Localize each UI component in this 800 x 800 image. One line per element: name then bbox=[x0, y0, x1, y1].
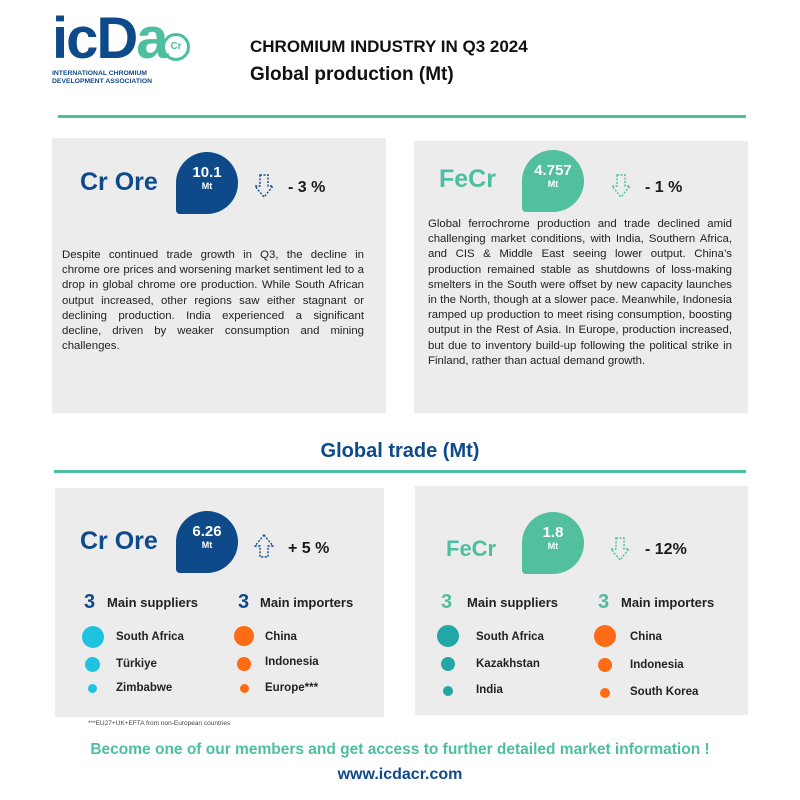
production-cr-ore-value: 10.1 bbox=[192, 164, 222, 181]
logo-wordmark: icDa bbox=[52, 6, 169, 71]
trade-fecr-importers-count: 3 bbox=[598, 591, 610, 613]
divider bbox=[58, 115, 746, 118]
importer-dot bbox=[234, 626, 254, 646]
arrow-down-icon bbox=[610, 537, 630, 561]
trade-fecr-importer-1: China bbox=[630, 631, 662, 643]
trade-fecr-value: 1.8 bbox=[542, 524, 564, 541]
trade-cr-ore-supplier-3: Zimbabwe bbox=[116, 682, 173, 694]
trade-fecr-importers-label: Main importers bbox=[621, 595, 715, 610]
production-cr-ore-value-bubble: 10.1 Mt bbox=[176, 152, 238, 214]
footnote: ***EU27+UK+EFTA from non-European countr… bbox=[88, 720, 231, 727]
trade-fecr-unit: Mt bbox=[547, 541, 559, 551]
importer-dot bbox=[594, 625, 616, 647]
trade-cr-ore-importer-3: Europe*** bbox=[265, 682, 319, 694]
trade-cr-ore-importers-count: 3 bbox=[238, 591, 250, 613]
page-title: CHROMIUM INDUSTRY IN Q3 2024 bbox=[250, 37, 528, 56]
arrow-up-icon bbox=[254, 534, 274, 558]
production-cr-ore-text: Despite continued trade growth in Q3, th… bbox=[62, 249, 364, 353]
production-fecr-value-bubble: 4.757 Mt bbox=[522, 150, 584, 212]
trade-cr-ore-unit: Mt bbox=[201, 540, 213, 550]
production-cr-ore-change: - 3 % bbox=[288, 179, 326, 196]
trade-cr-ore-value-bubble: 6.26 Mt bbox=[176, 511, 238, 573]
trade-fecr-importer-2: Indonesia bbox=[630, 659, 684, 671]
supplier-dot bbox=[88, 684, 97, 693]
trade-cr-ore-change: + 5 % bbox=[288, 540, 330, 557]
production-cr-ore-unit: Mt bbox=[201, 181, 213, 191]
importer-dot bbox=[600, 688, 610, 698]
trade-fecr-supplier-1: South Africa bbox=[476, 631, 544, 643]
production-fecr-value: 4.757 bbox=[534, 162, 572, 179]
trade-fecr-label: FeCr bbox=[446, 536, 497, 561]
membership-cta: Become one of our members and get access… bbox=[90, 741, 710, 758]
trade-cr-ore-value: 6.26 bbox=[192, 523, 222, 540]
trade-cr-ore-supplier-2: Türkiye bbox=[116, 658, 157, 670]
trade-cr-ore-supplier-1: South Africa bbox=[116, 631, 184, 643]
production-fecr-change: - 1 % bbox=[645, 179, 683, 196]
trade-fecr-suppliers-label: Main suppliers bbox=[467, 595, 559, 610]
trade-cr-ore-suppliers-label: Main suppliers bbox=[107, 595, 199, 610]
supplier-dot bbox=[85, 657, 100, 672]
arrow-down-icon bbox=[611, 174, 631, 198]
importer-dot bbox=[598, 658, 612, 672]
divider bbox=[54, 470, 746, 473]
trade-fecr-supplier-2: Kazakhstan bbox=[476, 658, 540, 670]
trade-fecr-change: - 12% bbox=[645, 541, 687, 558]
trade-fecr-panel bbox=[415, 486, 748, 715]
trade-fecr-value-bubble: 1.8 Mt bbox=[522, 512, 584, 574]
trade-cr-ore-importer-2: Indonesia bbox=[265, 656, 319, 668]
trade-fecr-suppliers-count: 3 bbox=[441, 591, 453, 613]
trade-cr-ore-suppliers-count: 3 bbox=[84, 591, 96, 613]
production-fecr-text: Global ferrochrome production and trade … bbox=[428, 218, 732, 367]
trade-fecr-supplier-3: India bbox=[476, 684, 503, 696]
website-link[interactable]: www.icdacr.com bbox=[337, 766, 463, 783]
importer-dot bbox=[240, 684, 249, 693]
supplier-dot bbox=[82, 626, 104, 648]
section-title-production: Global production (Mt) bbox=[250, 64, 454, 85]
supplier-dot bbox=[437, 625, 459, 647]
supplier-dot bbox=[441, 657, 455, 671]
supplier-dot bbox=[443, 686, 453, 696]
section-title-trade: Global trade (Mt) bbox=[320, 440, 480, 462]
logo-cr-badge: Cr bbox=[162, 33, 190, 61]
arrow-down-icon bbox=[254, 174, 274, 198]
production-fecr-unit: Mt bbox=[547, 179, 559, 189]
trade-cr-ore-importer-1: China bbox=[265, 631, 297, 643]
importer-dot bbox=[237, 657, 251, 671]
trade-fecr-importer-3: South Korea bbox=[630, 686, 699, 698]
trade-cr-ore-importers-label: Main importers bbox=[260, 595, 354, 610]
logo-subtitle: INTERNATIONAL CHROMIUM DEVELOPMENT ASSOC… bbox=[52, 70, 153, 85]
production-cr-ore-label: Cr Ore bbox=[80, 168, 158, 196]
production-fecr-label: FeCr bbox=[439, 165, 496, 193]
trade-cr-ore-label: Cr Ore bbox=[80, 527, 158, 555]
